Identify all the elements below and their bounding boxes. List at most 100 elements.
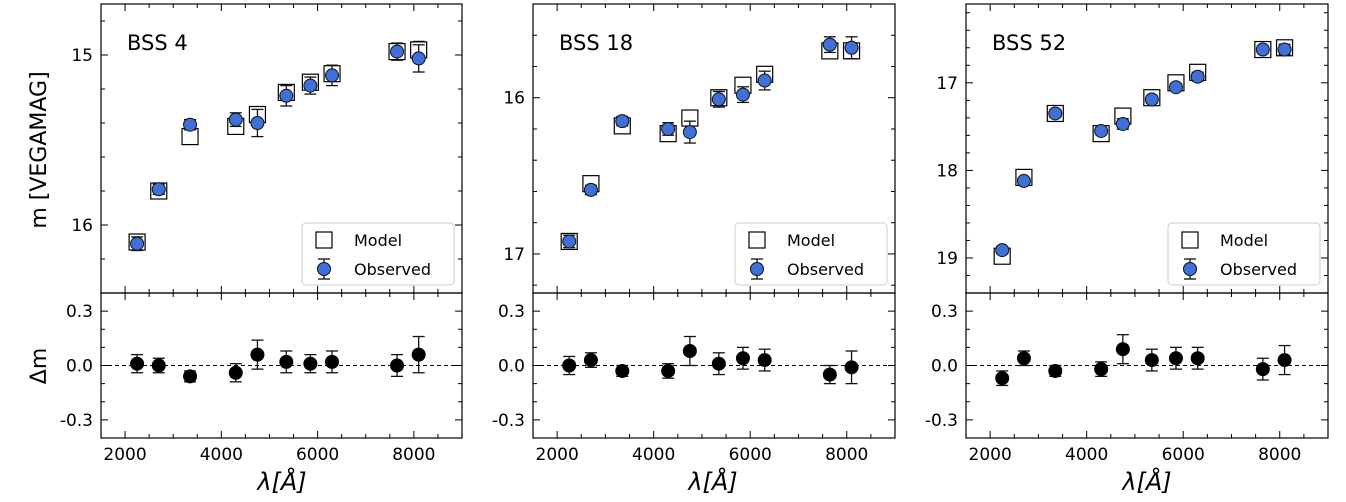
- legend-observed-marker: [1183, 262, 1197, 276]
- residual-point: [1094, 362, 1109, 377]
- x-tick-label: 2000: [969, 445, 1012, 465]
- residual-point: [711, 356, 726, 371]
- legend-observed-label: Observed: [787, 260, 864, 279]
- residual-point: [661, 363, 676, 378]
- observed-point: [1144, 92, 1159, 107]
- panel-bss-52: 2000 4000 6000 8000 17 18 19 0.3 0.0 -0.3 BSS 52 Mo…: [925, 3, 1329, 465]
- residual-point: [250, 347, 265, 362]
- residual-point: [279, 354, 294, 369]
- residual-point: [1048, 363, 1063, 378]
- observed-point: [757, 73, 772, 88]
- residual-point: [757, 353, 772, 368]
- observed-point: [250, 116, 265, 130]
- residual-point: [583, 353, 598, 368]
- residual-point: [735, 351, 750, 366]
- residual-point: [995, 371, 1010, 386]
- x-tick-label: 2000: [536, 445, 579, 465]
- observed-point: [228, 112, 243, 127]
- observed-point: [735, 87, 750, 102]
- y-axis-label-top: m [VEGAMAG]: [27, 71, 52, 228]
- observed-point: [822, 37, 837, 52]
- y-tick-label: 18: [936, 161, 958, 181]
- observed-point: [279, 88, 294, 103]
- observed-point: [151, 182, 166, 197]
- legend-observed-marker: [317, 262, 331, 276]
- residual-point: [1277, 353, 1292, 368]
- observed-point: [562, 234, 577, 249]
- x-tick-label: 4000: [1065, 445, 1108, 465]
- residual-y-tick-label: -0.3: [60, 411, 93, 431]
- panel-bss-4: 2000 4000 6000 8000 15 16 0.3 0.0 -0.3 BSS 4 Model…: [60, 3, 463, 465]
- legend-model-label: Model: [1220, 231, 1268, 250]
- x-tick-label: 6000: [1162, 445, 1205, 465]
- y-tick-label: 16: [503, 89, 525, 109]
- x-tick-label: 8000: [1258, 445, 1301, 465]
- observed-point: [661, 121, 676, 136]
- observed-point: [615, 114, 630, 129]
- residual-point: [228, 365, 243, 380]
- residual-point: [1016, 351, 1031, 366]
- panel-title: BSS 18: [559, 31, 633, 55]
- observed-point: [325, 68, 340, 83]
- legend-observed-marker: [750, 262, 764, 276]
- observed-point: [303, 78, 318, 93]
- legend-observed-label: Observed: [1220, 260, 1297, 279]
- x-tick-label: 8000: [825, 445, 868, 465]
- x-axis-label-panel-2: λ[Å]: [686, 467, 737, 496]
- observed-point: [1168, 80, 1183, 95]
- observed-point: [130, 236, 145, 251]
- observed-point: [1115, 116, 1130, 131]
- observed-point: [183, 117, 198, 132]
- legend-box: [734, 222, 888, 286]
- residual-point: [411, 347, 426, 362]
- legend-observed-label: Observed: [354, 260, 431, 279]
- panel-bss-18: 2000 4000 6000 8000 16 17 0.3 0.0 -0.3 BSS 18 Mode…: [492, 3, 896, 465]
- residual-point: [151, 358, 166, 373]
- residual-point: [390, 358, 405, 373]
- residual-point: [615, 363, 630, 378]
- residual-y-tick-label: 0.3: [66, 302, 93, 322]
- residual-y-tick-label: 0.0: [931, 357, 958, 377]
- residual-point: [325, 354, 340, 369]
- observed-point: [1016, 173, 1031, 188]
- residual-point: [183, 369, 198, 384]
- legend-box: [301, 222, 455, 286]
- observed-point: [583, 182, 598, 197]
- x-tick-label: 4000: [632, 445, 675, 465]
- legend-model-marker: [1181, 231, 1199, 249]
- observed-point: [1277, 42, 1292, 57]
- residual-y-tick-label: -0.3: [925, 411, 958, 431]
- y-tick-label: 19: [936, 249, 958, 269]
- residual-point: [1144, 353, 1159, 368]
- residual-point: [682, 344, 697, 358]
- observed-point: [411, 51, 426, 66]
- residual-point: [1115, 342, 1130, 357]
- residual-y-tick-label: 0.3: [498, 302, 525, 322]
- x-tick-label: 6000: [729, 445, 772, 465]
- x-axis-label-panel-3: λ[Å]: [1120, 467, 1171, 496]
- x-tick-label: 6000: [296, 445, 339, 465]
- x-axis-label-panel-1: λ[Å]: [255, 467, 306, 496]
- residual-y-tick-label: -0.3: [492, 411, 525, 431]
- x-tick-label: 2000: [103, 445, 146, 465]
- legend-model-label: Model: [787, 231, 835, 250]
- legend-model-marker: [748, 231, 766, 249]
- observed-point: [995, 243, 1010, 258]
- legend-model-marker: [315, 231, 333, 249]
- panel-title: BSS 4: [127, 31, 188, 55]
- residual-y-tick-label: 0.3: [931, 302, 958, 322]
- y-axis-label-bottom: Δm: [27, 348, 52, 384]
- legend-box: [1167, 222, 1321, 286]
- observed-point: [1190, 69, 1205, 84]
- observed-point: [844, 40, 859, 55]
- residual-point: [562, 358, 577, 373]
- observed-point: [1255, 42, 1270, 57]
- observed-point: [390, 44, 405, 59]
- x-tick-label: 4000: [200, 445, 243, 465]
- observed-point: [711, 92, 726, 107]
- residual-point: [844, 360, 859, 375]
- observed-point: [1048, 106, 1063, 121]
- residual-point: [1190, 351, 1205, 366]
- observed-point: [1094, 123, 1109, 138]
